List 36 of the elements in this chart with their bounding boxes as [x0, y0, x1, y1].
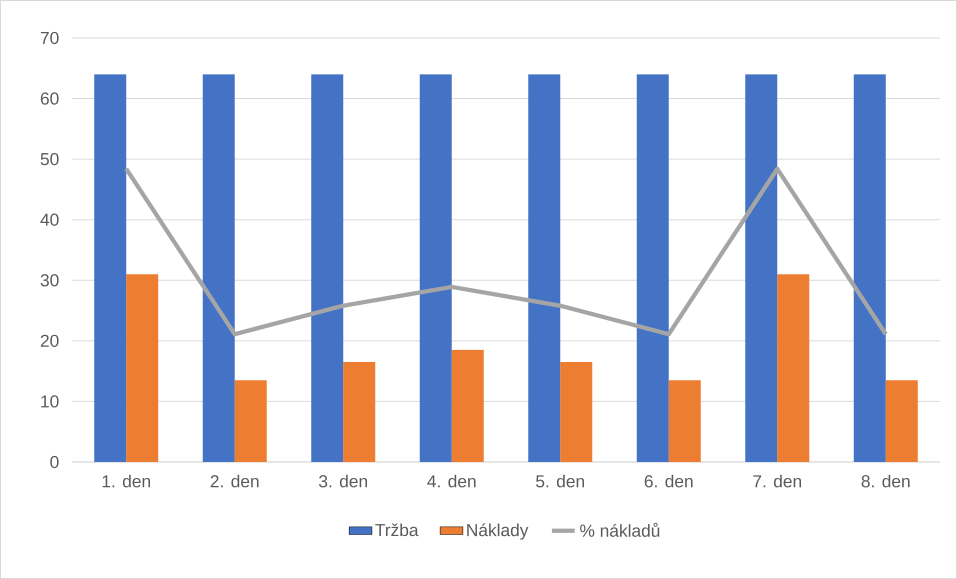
y-tick-label: 30: [40, 274, 59, 286]
x-tick-label: 4. den: [427, 474, 476, 488]
bar: [777, 274, 810, 462]
bar: [343, 362, 376, 462]
y-tick-label: 70: [40, 32, 59, 44]
y-tick-label: 40: [40, 214, 59, 226]
x-tick-label: 8. den: [862, 474, 910, 488]
legend-label: Tržba: [375, 523, 419, 536]
bar: [528, 74, 560, 462]
bar: [94, 74, 126, 462]
x-tick-label: 2. den: [210, 474, 258, 488]
x-tick-label: 1. den: [102, 474, 150, 488]
bar: [636, 74, 669, 462]
x-tick-label: 6. den: [644, 474, 693, 488]
y-tick-label: 0: [50, 456, 59, 468]
bar: [560, 362, 592, 462]
x-tick-label: 7. den: [753, 474, 802, 488]
bar: [234, 380, 267, 462]
bar: [854, 74, 886, 462]
bar: [420, 74, 452, 462]
y-tick-label: 10: [41, 395, 59, 408]
bar: [886, 380, 918, 462]
legend-label: % nákladů: [580, 522, 660, 537]
bar: [311, 74, 344, 462]
y-tick-label: 50: [40, 152, 59, 166]
bar: [668, 380, 701, 462]
y-tick-label: 60: [40, 92, 59, 105]
x-tick-label: 5. den: [536, 474, 584, 488]
bar: [202, 74, 235, 462]
line-series: [124, 166, 888, 336]
bar: [745, 74, 778, 462]
x-tick-label: 3. den: [319, 474, 367, 488]
y-tick-label: 20: [40, 334, 59, 347]
bar: [126, 274, 158, 462]
bar: [452, 350, 484, 462]
legend-label: Náklady: [467, 523, 528, 540]
